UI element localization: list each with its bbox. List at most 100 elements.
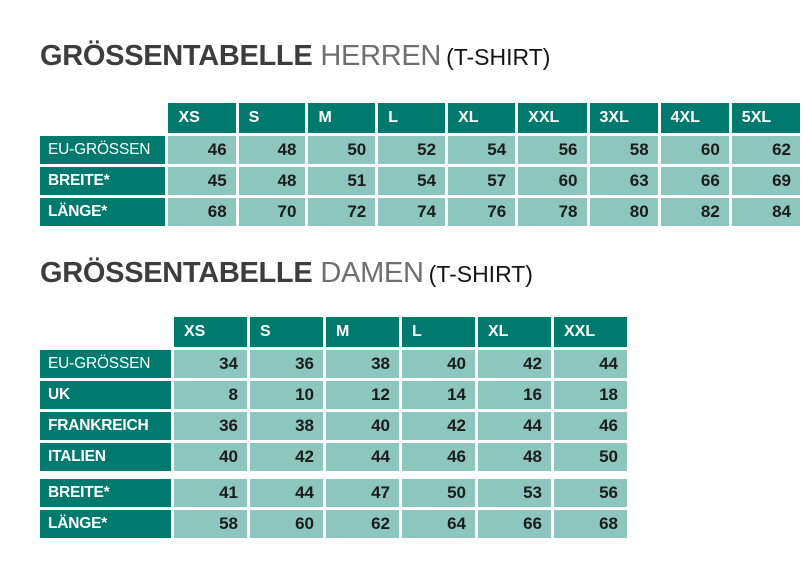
row-group-gap [40,474,627,476]
table-row: LÄNGE* 58 60 62 64 66 68 [40,510,627,538]
size-value-cell: 78 [518,198,587,226]
size-value-cell: 42 [478,350,551,378]
title-suffix-herren: (T-SHIRT) [446,44,551,70]
size-value-cell: 48 [478,443,551,471]
column-header-5xl: 5XL [731,103,800,133]
size-value-cell: 63 [589,167,658,195]
title-main-damen: GRÖSSENTABELLE [40,257,313,289]
size-value-cell: 62 [731,136,800,164]
size-value-cell: 38 [326,350,399,378]
column-header-s: S [238,103,306,133]
column-header-m: M [326,317,399,347]
size-value-cell: 60 [518,167,587,195]
column-header-xs: XS [174,317,247,347]
row-label: EU-GRÖSSEN [40,350,171,378]
size-value-cell: 40 [402,350,475,378]
size-value-cell: 10 [250,381,323,409]
table-row: BREITE* 41 44 47 50 53 56 [40,479,627,507]
table-row: LÄNGE* 68 70 72 74 76 78 80 82 84 [40,198,800,226]
size-value-cell: 46 [554,412,627,440]
size-value-cell: 44 [250,479,323,507]
size-value-cell: 50 [554,443,627,471]
size-table-herren: XS S M L XL XXL 3XL 4XL 5XL EU-GRÖSSEN 46 48 50 52 54 5… [37,100,803,229]
size-value-cell: 46 [402,443,475,471]
column-header-3xl: 3XL [589,103,658,133]
size-value-cell: 62 [326,510,399,538]
column-header-l: L [378,103,446,133]
size-value-cell: 56 [518,136,587,164]
column-header-4xl: 4XL [660,103,729,133]
column-header-xl: XL [478,317,551,347]
title-main-herren: GRÖSSENTABELLE [40,40,313,72]
size-value-cell: 50 [402,479,475,507]
column-header-xxl: XXL [518,103,587,133]
size-value-cell: 48 [238,136,306,164]
column-header-m: M [308,103,376,133]
size-value-cell: 74 [378,198,446,226]
title-suffix-damen: (T-SHIRT) [428,261,533,287]
size-value-cell: 69 [731,167,800,195]
row-label: BREITE* [40,167,166,195]
size-value-cell: 41 [174,479,247,507]
table-row: FRANKREICH 36 38 40 42 44 46 [40,412,627,440]
size-value-cell: 18 [554,381,627,409]
size-value-cell: 36 [250,350,323,378]
size-value-cell: 51 [308,167,376,195]
corner-cell [40,317,171,347]
size-value-cell: 40 [326,412,399,440]
size-value-cell: 14 [402,381,475,409]
size-value-cell: 58 [174,510,247,538]
damen-section-title: GRÖSSENTABELLE DAMEN (T-SHIRT) [40,257,533,290]
size-value-cell: 58 [589,136,658,164]
size-value-cell: 54 [448,136,516,164]
row-label: EU-GRÖSSEN [40,136,166,164]
row-label: UK [40,381,171,409]
column-header-s: S [250,317,323,347]
row-label: LÄNGE* [40,510,171,538]
size-value-cell: 12 [326,381,399,409]
size-table-damen: XS S M L XL XXL EU-GRÖSSEN 34 36 38 40 42 44 UK 8 10 12 1… [37,314,630,541]
size-value-cell: 52 [378,136,446,164]
size-value-cell: 66 [478,510,551,538]
size-value-cell: 44 [326,443,399,471]
table-row: ITALIEN 40 42 44 46 48 50 [40,443,627,471]
size-value-cell: 68 [168,198,236,226]
row-label: LÄNGE* [40,198,166,226]
size-value-cell: 57 [448,167,516,195]
table-row: BREITE* 45 48 51 54 57 60 63 66 69 [40,167,800,195]
size-value-cell: 54 [378,167,446,195]
size-value-cell: 36 [174,412,247,440]
size-value-cell: 82 [660,198,729,226]
table-row: EU-GRÖSSEN 34 36 38 40 42 44 [40,350,627,378]
column-header-xs: XS [168,103,236,133]
column-header-xl: XL [448,103,516,133]
size-value-cell: 42 [402,412,475,440]
column-header-l: L [402,317,475,347]
size-value-cell: 47 [326,479,399,507]
size-value-cell: 53 [478,479,551,507]
size-value-cell: 72 [308,198,376,226]
size-value-cell: 34 [174,350,247,378]
size-value-cell: 84 [731,198,800,226]
title-sub-damen: DAMEN [320,257,424,289]
size-value-cell: 48 [238,167,306,195]
row-label: FRANKREICH [40,412,171,440]
size-value-cell: 44 [554,350,627,378]
corner-cell [40,103,165,133]
size-value-cell: 64 [402,510,475,538]
header-row: XS S M L XL XXL 3XL 4XL 5XL [40,103,800,133]
size-value-cell: 60 [250,510,323,538]
size-value-cell: 16 [478,381,551,409]
size-value-cell: 66 [660,167,729,195]
size-value-cell: 50 [308,136,376,164]
title-sub-herren: HERREN [320,40,442,72]
size-value-cell: 80 [589,198,658,226]
row-label: BREITE* [40,479,171,507]
size-value-cell: 45 [168,167,236,195]
size-value-cell: 68 [554,510,627,538]
size-value-cell: 60 [660,136,729,164]
size-value-cell: 38 [250,412,323,440]
column-header-xxl: XXL [554,317,627,347]
size-value-cell: 70 [238,198,306,226]
